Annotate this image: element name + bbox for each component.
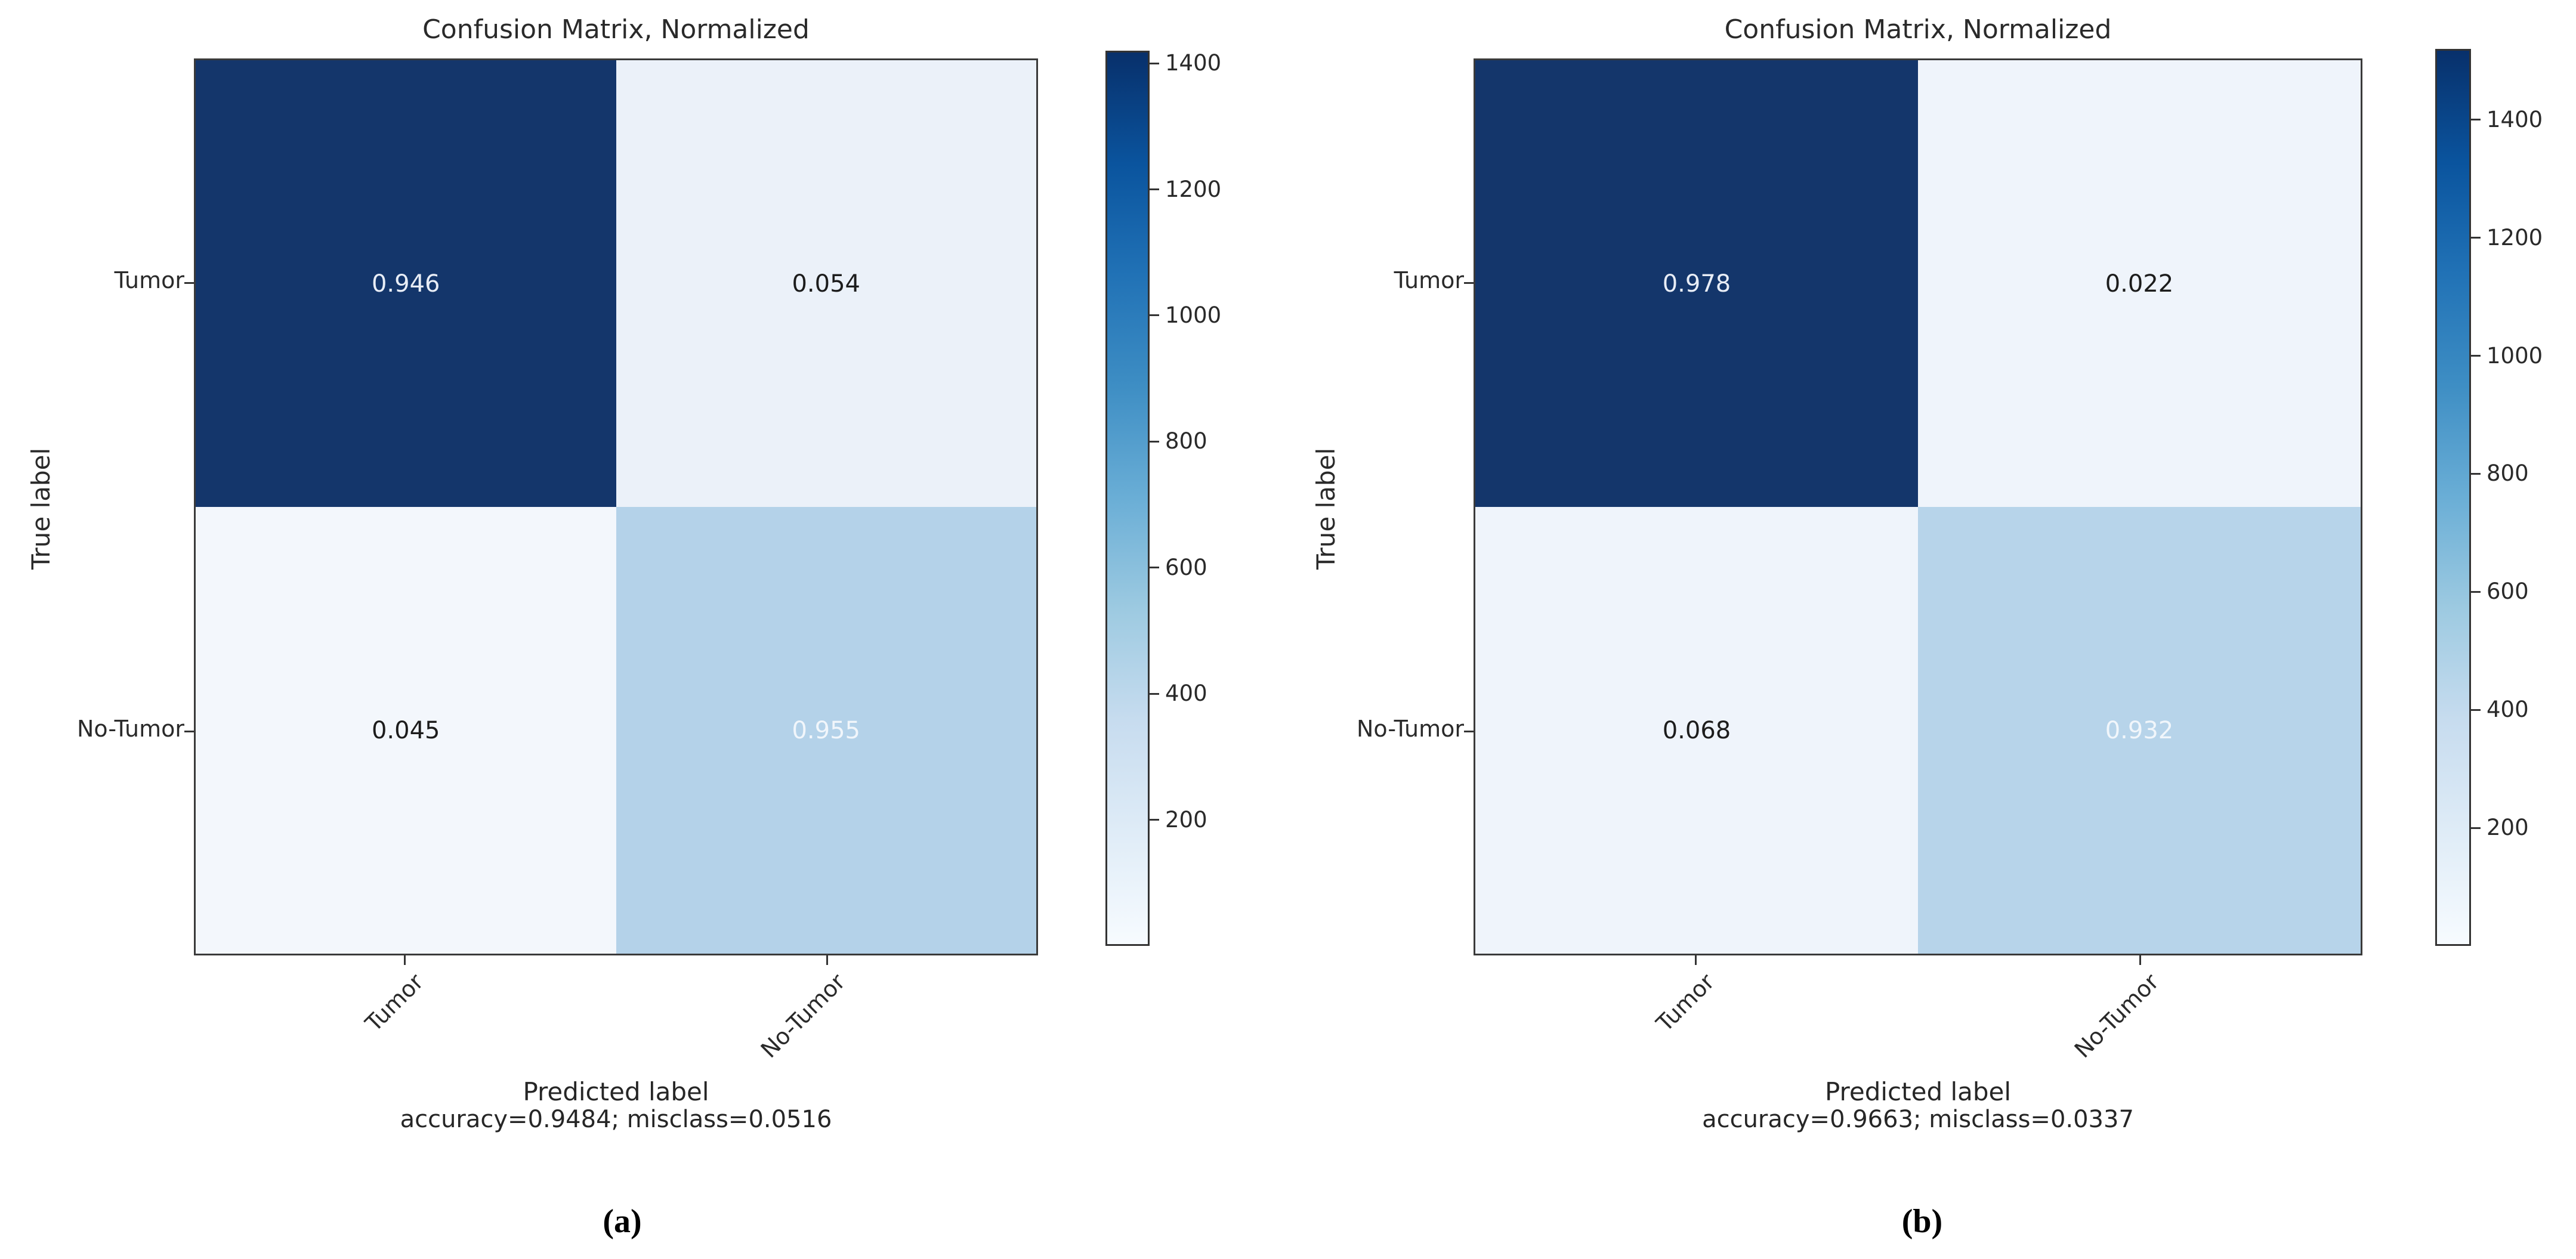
x-tickmark	[826, 955, 828, 965]
colorbar-tick-label: 800	[2487, 460, 2529, 487]
colorbar-tickmark	[2471, 827, 2481, 829]
x-tickmark	[2139, 955, 2141, 965]
heatmap-cell: 0.946	[196, 60, 616, 507]
heatmap-cell: 0.068	[1475, 507, 1918, 954]
heatmap-cell: 0.978	[1475, 60, 1918, 507]
xtick-label-text: No-Tumor	[2069, 969, 2164, 1063]
colorbar-tickmark	[1150, 567, 1159, 569]
ytick-label: No-Tumor	[1356, 716, 1464, 742]
xtick-label-text: Tumor	[360, 969, 428, 1037]
x-tickmark	[1695, 955, 1697, 965]
heatmap-cell: 0.932	[1918, 507, 2361, 954]
x-axis-label: Predicted label	[523, 1077, 709, 1106]
heatmap-cell: 0.045	[196, 507, 616, 954]
colorbar-tickmark	[2471, 119, 2481, 121]
subfigure-caption-a: (a)	[603, 1203, 642, 1240]
colorbar	[1105, 51, 1150, 946]
colorbar-tickmark	[1150, 314, 1159, 317]
colorbar-tick-label: 200	[2487, 815, 2529, 841]
colorbar-tick-label: 1000	[2487, 342, 2543, 369]
heatmap-grid: 0.978 0.022 0.068 0.932	[1474, 58, 2362, 955]
x-tickmark	[404, 955, 406, 965]
xtick-label-text: No-Tumor	[755, 969, 851, 1063]
colorbar-tick-label: 600	[1165, 554, 1207, 580]
colorbar-tick-label: 1400	[2487, 106, 2543, 132]
plot-title: Confusion Matrix, Normalized	[1724, 14, 2112, 45]
accuracy-annotation: accuracy=0.9663; misclass=0.0337	[1702, 1106, 2134, 1133]
heatmap-cell: 0.022	[1918, 60, 2361, 507]
colorbar-tickmark	[1150, 62, 1159, 64]
colorbar-tickmark	[2471, 355, 2481, 357]
colorbar-tick-label: 1000	[1165, 302, 1222, 328]
colorbar-tickmark	[1150, 819, 1159, 821]
colorbar-tickmark	[1150, 440, 1159, 443]
colorbar	[2435, 49, 2471, 946]
y-tickmark	[1464, 282, 1474, 284]
colorbar-tick-label: 1200	[2487, 224, 2543, 250]
y-tickmark	[1464, 730, 1474, 732]
y-axis-label: True label	[1311, 447, 1340, 570]
colorbar-tickmark	[2471, 237, 2481, 239]
heatmap-cell: 0.955	[616, 507, 1036, 954]
colorbar-tick-label: 800	[1165, 428, 1207, 454]
x-axis-label: Predicted label	[1824, 1077, 2012, 1106]
xtick-label-text: Tumor	[1651, 969, 1719, 1037]
accuracy-annotation: accuracy=0.9484; misclass=0.0516	[400, 1106, 832, 1133]
colorbar-tickmark	[2471, 590, 2481, 593]
heatmap-grid: 0.946 0.054 0.045 0.955	[194, 58, 1038, 955]
plot-title: Confusion Matrix, Normalized	[422, 14, 810, 45]
colorbar-tick-label: 400	[1165, 680, 1207, 707]
colorbar-tickmark	[2471, 709, 2481, 711]
colorbar-tick-label: 600	[2487, 579, 2529, 605]
colorbar-tick-label: 400	[2487, 697, 2529, 723]
colorbar-tickmark	[2471, 472, 2481, 475]
y-tickmark	[184, 282, 194, 284]
heatmap-cell: 0.054	[616, 60, 1036, 507]
colorbar-tick-label: 200	[1165, 806, 1207, 833]
y-axis-label: True label	[26, 447, 55, 570]
colorbar-tick-label: 1200	[1165, 176, 1222, 202]
colorbar-tickmark	[1150, 188, 1159, 191]
subfigure-caption-b: (b)	[1901, 1203, 1943, 1240]
ytick-label: Tumor	[1394, 267, 1464, 293]
ytick-label: No-Tumor	[76, 716, 184, 742]
colorbar-tick-label: 1400	[1165, 50, 1222, 76]
y-tickmark	[184, 730, 194, 732]
colorbar-tickmark	[1150, 692, 1159, 695]
ytick-label: Tumor	[114, 267, 184, 293]
